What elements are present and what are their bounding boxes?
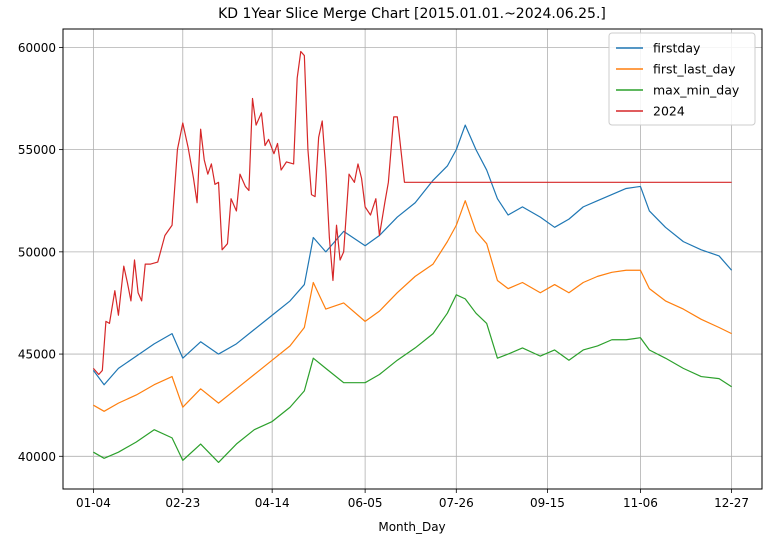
series-line-first-last-day xyxy=(93,200,732,412)
axis-ticks: 40000 45000 50000 55000 60000 01-04 02-23 04-14… xyxy=(18,41,749,510)
series-line-max-min-day xyxy=(93,294,732,464)
x-axis-label: Month_Day xyxy=(378,520,445,534)
y-tick-label: 60000 xyxy=(18,41,56,55)
x-tick-label: 06-05 xyxy=(348,496,383,510)
legend: firstday first_last_day max_min_day 2024 xyxy=(608,32,756,126)
series-lines xyxy=(92,50,733,464)
legend-label: max_min_day xyxy=(653,83,740,98)
legend-label: firstday xyxy=(653,41,701,56)
x-tick-label: 11-06 xyxy=(623,496,658,510)
y-tick-label: 45000 xyxy=(18,348,56,362)
chart-title: KD 1Year Slice Merge Chart [2015.01.01.~… xyxy=(218,6,606,22)
series-line-2024 xyxy=(92,50,732,376)
x-tick-label: 02-23 xyxy=(165,496,200,510)
plot-frame xyxy=(62,28,763,490)
legend-box xyxy=(608,32,756,126)
x-tick-label: 04-14 xyxy=(255,496,290,510)
y-tick-label: 50000 xyxy=(18,245,56,259)
x-tick-label: 07-26 xyxy=(439,496,474,510)
legend-label: 2024 xyxy=(653,104,685,119)
grid xyxy=(63,29,762,489)
x-tick-label: 09-15 xyxy=(530,496,565,510)
series-line-firstday xyxy=(92,124,733,386)
x-tick-label: 12-27 xyxy=(714,496,749,510)
y-tick-label: 55000 xyxy=(18,143,56,157)
y-tick-label: 40000 xyxy=(18,450,56,464)
legend-label: first_last_day xyxy=(653,62,736,77)
x-tick-label: 01-04 xyxy=(76,496,111,510)
